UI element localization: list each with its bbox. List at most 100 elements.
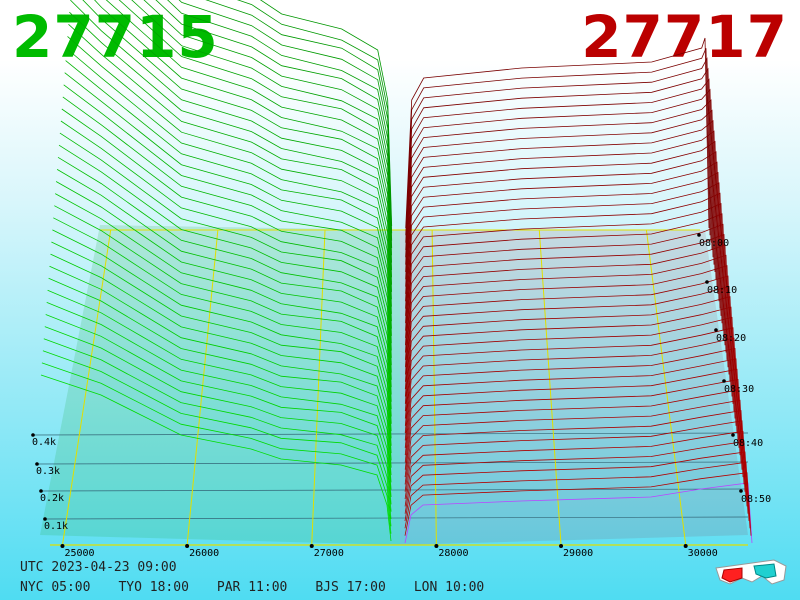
depth-tick-label: 0.3k <box>36 466 60 477</box>
bid-depth-trace <box>53 217 392 446</box>
time-tick-label: 08:50 <box>741 494 771 505</box>
bid-depth-trace <box>50 253 392 468</box>
depth-tick-label: 0.2k <box>40 493 64 504</box>
bid-depth-trace <box>43 338 392 520</box>
price-tick-dot <box>60 544 65 548</box>
price-tick-label: 26000 <box>189 548 219 559</box>
zone-bjs: BJS 17:00 <box>315 580 386 595</box>
ask-depth-trace <box>404 410 746 492</box>
bid-depth-trace <box>64 72 392 358</box>
time-tick-label: 08:20 <box>716 333 746 344</box>
price-tick-dot <box>309 544 314 548</box>
time-tick-label: 08:00 <box>699 238 729 249</box>
price-gridline <box>186 229 219 546</box>
bid-depth-trace <box>68 24 392 329</box>
bid-depth-trace <box>48 277 392 483</box>
zone-par: PAR 11:00 <box>216 580 288 595</box>
price-tick-label: 30000 <box>688 548 718 559</box>
utc-label: UTC <box>20 560 44 575</box>
bid-depth-trace <box>56 169 392 417</box>
timezones: NYC 05:00 TYO 18:00 PAR 11:00 BJS 17:00 … <box>20 580 484 595</box>
bid-depth-trace <box>55 193 392 432</box>
bid-depth-trace <box>178 0 393 249</box>
bid-depth-trace <box>58 144 392 402</box>
zone-lon: LON 10:00 <box>413 580 485 595</box>
ask-depth-trace <box>404 472 752 536</box>
time-tick-label: 08:30 <box>724 384 754 395</box>
time-tick-dot <box>714 328 718 332</box>
3d-glasses-icon[interactable] <box>712 556 792 590</box>
bid-depth-trace <box>57 156 392 410</box>
depth-tick-dot <box>43 517 47 521</box>
depth-tick-label: 0.4k <box>32 437 56 448</box>
depth-tick-dot <box>31 433 35 437</box>
bid-depth-trace <box>41 362 392 534</box>
price-tick-label: 27000 <box>314 548 344 559</box>
ask-depth-trace <box>404 451 750 522</box>
ask-depth-trace <box>404 430 748 507</box>
bid-depth-trace <box>49 265 392 476</box>
ask-depth-trace <box>404 482 753 544</box>
time-tick-dot <box>739 489 743 493</box>
price-tick-dot <box>559 544 564 548</box>
bid-depth-trace <box>66 48 392 344</box>
price-tick-label: 28000 <box>438 548 468 559</box>
bid-depth-trace <box>52 229 392 454</box>
bid-depth-trace <box>205 0 393 241</box>
ask-price: 27717 <box>581 3 788 71</box>
ask-depth-trace <box>404 441 749 514</box>
bid-depth-trace <box>59 132 392 395</box>
bid-depth-trace <box>118 0 392 285</box>
utc-line: UTC 2023-04-23 09:00 <box>20 560 177 575</box>
bid-depth-trace <box>45 314 392 505</box>
price-tick-label: 25000 <box>64 548 94 559</box>
bid-depth-trace <box>69 11 392 322</box>
bid-depth-trace <box>167 0 392 256</box>
bid-depth-trace <box>60 120 392 388</box>
price-gridline <box>538 229 562 546</box>
time-tick-label: 08:40 <box>733 438 763 449</box>
bid-depth-trace <box>67 36 392 336</box>
price-gridline <box>61 229 112 546</box>
bid-depth-trace <box>65 60 392 351</box>
time-tick-dot <box>705 280 709 284</box>
bid-depth-trace <box>42 350 392 527</box>
bid-depth-trace <box>155 0 392 263</box>
price-tick-dot <box>683 544 688 548</box>
bid-depth-trace <box>61 108 392 380</box>
price-tick-dot <box>185 544 190 548</box>
bid-depth-trace <box>63 84 392 366</box>
depth-tick-dot <box>35 462 39 466</box>
bid-depth-trace <box>55 181 392 424</box>
bid-depth-trace <box>46 302 392 498</box>
depth-gridline <box>44 516 749 520</box>
zone-nyc: NYC 05:00 <box>20 580 91 595</box>
bid-depth-trace <box>143 0 392 271</box>
time-tick-dot <box>722 379 726 383</box>
bid-depth-trace <box>40 374 392 542</box>
time-tick-label: 08:10 <box>707 285 737 296</box>
ask-depth-trace <box>404 461 751 529</box>
bid-depth-trace <box>82 0 392 307</box>
depth-tick-label: 0.1k <box>44 521 68 532</box>
bid-depth-trace <box>94 0 392 300</box>
bid-depth-trace <box>44 326 392 512</box>
bid-depth-trace <box>54 205 392 439</box>
time-tick-dot <box>731 433 735 437</box>
price-gridline <box>431 229 437 546</box>
depth-tick-dot <box>39 489 43 493</box>
bid-depth-trace <box>62 96 392 373</box>
ask-depth-trace <box>404 420 747 500</box>
ask-depth-trace <box>405 37 710 229</box>
depth-gridline <box>36 461 749 465</box>
depth-gridline <box>40 488 749 492</box>
zone-tyo: TYO 18:00 <box>118 580 189 595</box>
bid-depth-trace <box>47 289 392 490</box>
price-tick-dot <box>434 544 439 548</box>
bid-depth-trace <box>70 0 392 314</box>
price-gridline <box>311 229 326 546</box>
utc-value: 2023-04-23 09:00 <box>51 560 177 575</box>
bid-depth-trace <box>51 241 392 461</box>
